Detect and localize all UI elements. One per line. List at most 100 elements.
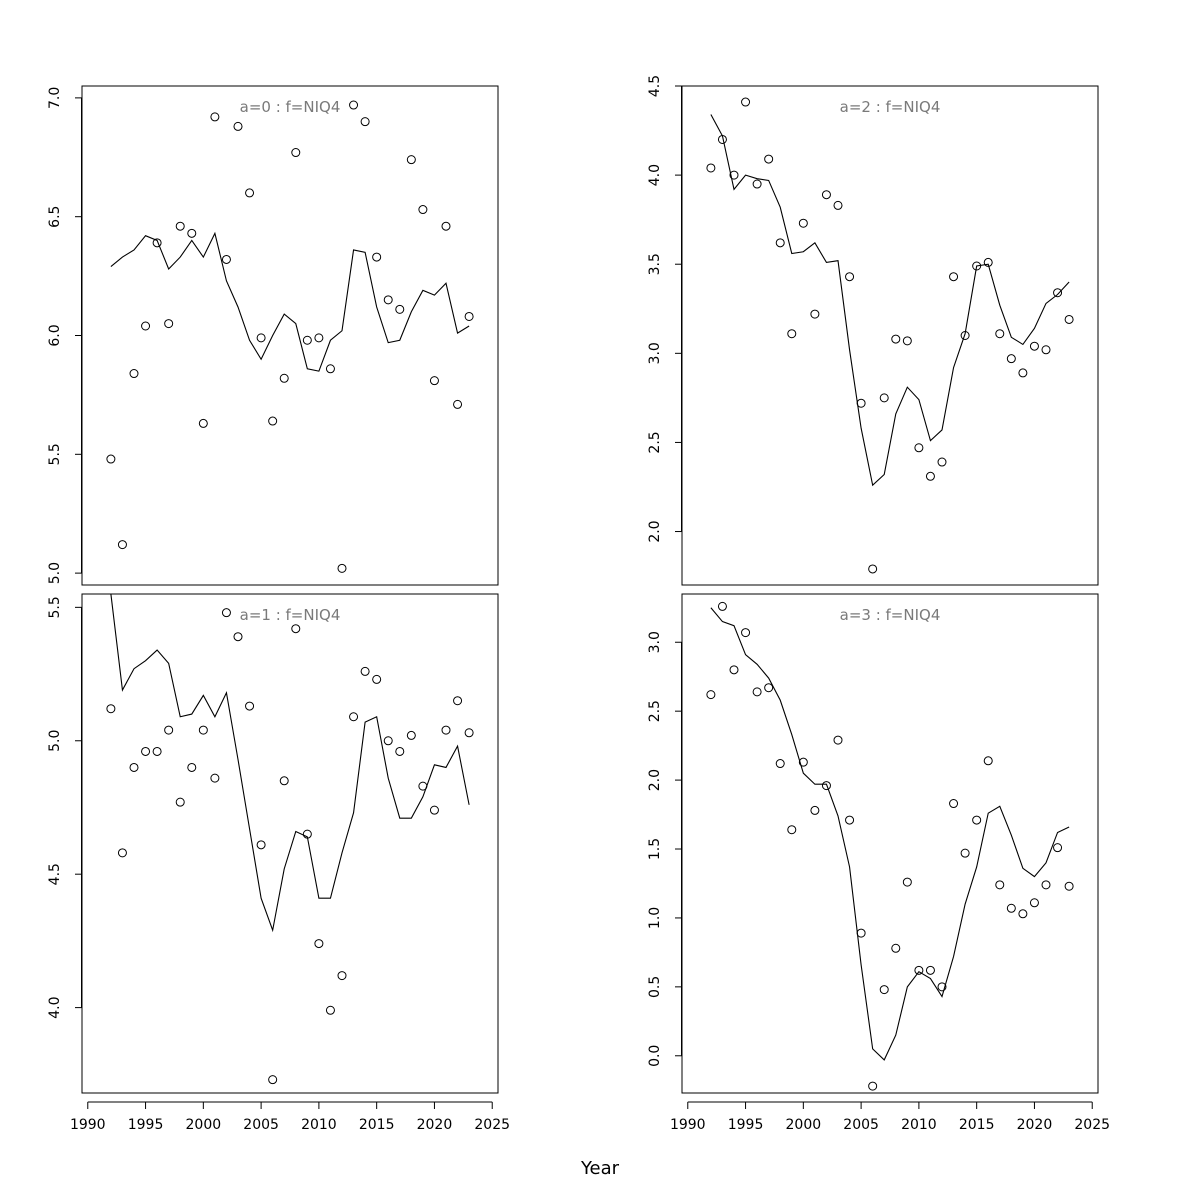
observed-point (279, 776, 289, 786)
y-tick-label: 4.5 (647, 75, 663, 97)
observed-point (914, 443, 924, 453)
observed-point (152, 746, 162, 756)
observed-point (706, 163, 716, 173)
observed-point (798, 757, 808, 767)
observed-point (395, 304, 405, 314)
observed-point (1041, 880, 1051, 890)
observed-point (983, 756, 993, 766)
y-tick-label: 5.5 (47, 443, 63, 465)
x-tick-label: 2005 (243, 1117, 279, 1133)
observed-point (372, 252, 382, 262)
observed-point (164, 725, 174, 735)
observed-point (383, 295, 393, 305)
x-tick-label: 1990 (70, 1117, 106, 1133)
observed-point (821, 781, 831, 791)
observed-point (221, 254, 231, 264)
observed-point (221, 608, 231, 618)
observed-point (349, 100, 359, 110)
observed-point (717, 601, 727, 611)
observed-point (1018, 368, 1028, 378)
panel-title: a=3 : f=NIQ4 (840, 606, 941, 624)
observed-point (175, 797, 185, 807)
observed-point (210, 112, 220, 122)
x-tick-label: 2025 (474, 1117, 510, 1133)
x-axis-title: Year (580, 1158, 620, 1179)
observed-point (302, 335, 312, 345)
y-tick-label: 4.5 (47, 863, 63, 885)
observed-point (1029, 341, 1039, 351)
y-tick-label: 6.5 (47, 206, 63, 228)
observed-point (117, 540, 127, 550)
observed-point (845, 815, 855, 825)
observed-point (937, 982, 947, 992)
observed-point (464, 728, 474, 738)
fitted-line (110, 593, 470, 933)
observed-point (291, 624, 301, 634)
observed-point (1053, 843, 1063, 853)
observed-point (833, 200, 843, 210)
observed-point (164, 319, 174, 329)
observed-point (879, 985, 889, 995)
observed-point (268, 1075, 278, 1085)
observed-point (729, 170, 739, 180)
observed-point (741, 97, 751, 107)
observed-point (810, 805, 820, 815)
observed-point (152, 238, 162, 248)
observed-point (325, 1005, 335, 1015)
observed-point (775, 238, 785, 248)
observed-point (372, 674, 382, 684)
x-tick-label: 2020 (1017, 1117, 1053, 1133)
observed-point (418, 205, 428, 215)
plot-frame (81, 593, 499, 1094)
y-tick-label: 2.0 (647, 769, 663, 791)
observed-point (787, 825, 797, 835)
observed-point (256, 333, 266, 343)
observed-point (464, 311, 474, 321)
observed-point (441, 221, 451, 231)
observed-point (406, 730, 416, 740)
observed-point (868, 564, 878, 574)
fitted-line (710, 607, 1070, 1061)
y-tick-label: 4.0 (647, 164, 663, 186)
observed-point (349, 712, 359, 722)
fitted-line (110, 231, 470, 372)
observed-point (383, 736, 393, 746)
observed-point (187, 228, 197, 238)
plot-frame (681, 85, 1099, 586)
observed-point (233, 121, 243, 131)
observed-point (891, 943, 901, 953)
plot-frame (681, 593, 1099, 1094)
observed-point (902, 877, 912, 887)
x-tick-label: 2020 (417, 1117, 453, 1133)
observed-point (314, 939, 324, 949)
observed-point (706, 690, 716, 700)
y-tick-label: 2.5 (647, 431, 663, 453)
observed-point (902, 336, 912, 346)
y-tick-label: 0.0 (647, 1045, 663, 1067)
y-tick-label: 3.5 (647, 253, 663, 275)
y-tick-label: 2.0 (647, 520, 663, 542)
observed-point (983, 257, 993, 267)
observed-point (821, 190, 831, 200)
y-tick-label: 1.0 (647, 907, 663, 929)
y-tick-label: 0.5 (647, 976, 663, 998)
observed-point (1041, 345, 1051, 355)
y-tick-label: 5.5 (47, 596, 63, 618)
observed-point (787, 329, 797, 339)
observed-point (995, 329, 1005, 339)
observed-point (256, 840, 266, 850)
x-tick-label: 2010 (901, 1117, 937, 1133)
observed-point (1053, 288, 1063, 298)
x-tick-label: 1995 (128, 1117, 164, 1133)
x-tick-label: 2000 (786, 1117, 822, 1133)
observed-point (187, 762, 197, 772)
observed-point (914, 965, 924, 975)
y-tick-label: 1.5 (647, 838, 663, 860)
observed-point (233, 632, 243, 642)
y-tick-label: 6.0 (47, 324, 63, 346)
observed-point (925, 965, 935, 975)
y-tick-label: 4.0 (47, 996, 63, 1018)
observed-point (1029, 898, 1039, 908)
observed-point (1018, 909, 1028, 919)
